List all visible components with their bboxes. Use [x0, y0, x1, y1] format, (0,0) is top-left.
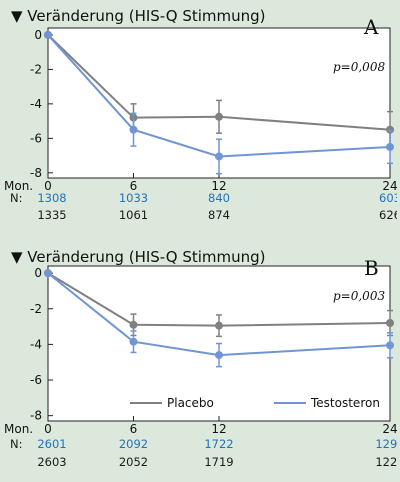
chart-b-y-tick-label: -4 — [30, 337, 42, 351]
chart-a-x-tick-label: 6 — [130, 179, 138, 193]
chart-a-point-placebo — [215, 112, 223, 121]
chart-b-p-value: p=0,003 — [333, 289, 385, 303]
chart-a-y-tick-label: -2 — [30, 62, 42, 76]
chart-a-point-placebo — [386, 125, 394, 134]
chart-a-x-tick-label: 0 — [44, 179, 52, 193]
chart-b-point-testosteron — [129, 337, 138, 346]
chart-b-point-testosteron — [44, 269, 52, 278]
chart-a-series-line-placebo — [47, 34, 391, 131]
chart-b-n-value: 2092 — [119, 437, 148, 451]
chart-a-panel-letter: A — [363, 15, 379, 39]
chart-a-point-testosteron — [129, 125, 138, 134]
chart-b-y-tick-label: -8 — [30, 409, 42, 423]
chart-b-n-value: 2052 — [119, 455, 148, 469]
chart-b-series-line-testosteron — [47, 272, 391, 357]
chart-b-point-placebo — [215, 321, 223, 330]
chart-a-point-testosteron — [44, 30, 52, 39]
chart-a-x-tick-label: 12 — [211, 179, 226, 193]
chart-a-point-testosteron — [215, 152, 223, 161]
chart-a-y-tick-label: -4 — [30, 97, 42, 111]
chart-b-n-value: 1297 — [375, 437, 397, 451]
chart-a-n-value: 840 — [208, 191, 230, 205]
chart-a-y-tick-label: 0 — [34, 28, 42, 42]
chart-b-x-tick-label: 24 — [382, 422, 397, 436]
chart-a-x-prefix-label: Mon. — [4, 179, 33, 193]
chart-a-y-tick-label: -8 — [30, 166, 42, 180]
chart-b-point-placebo — [386, 319, 394, 328]
chart-a-n-value: 1033 — [119, 191, 148, 205]
chart-b-point-testosteron — [386, 341, 394, 350]
chart-b-panel-letter: B — [364, 256, 379, 280]
chart-a-n-value: 626 — [379, 208, 397, 222]
chart-a-p-value: p=0,008 — [333, 60, 385, 74]
chart-a-y-tick-label: -6 — [30, 131, 42, 145]
chart-a-series-line-testosteron — [47, 34, 391, 158]
chart-b-x-tick-label: 12 — [211, 422, 226, 436]
chart-a-title: ▼ Veränderung (HIS-Q Stimmung) — [11, 7, 266, 25]
chart-a-n-value: 1308 — [37, 191, 66, 205]
chart-a-n-value: 874 — [208, 208, 230, 222]
chart-a-point-testosteron — [386, 142, 394, 151]
chart-b-y-tick-label: -6 — [30, 373, 42, 387]
chart-b-x-tick-label: 6 — [130, 422, 138, 436]
chart-a-n-value: 603 — [379, 191, 397, 205]
chart-b-title: ▼ Veränderung (HIS-Q Stimmung) — [11, 248, 266, 266]
chart-b-n-value: 2603 — [37, 455, 66, 469]
chart-b-x-tick-label: 0 — [44, 422, 52, 436]
chart-b-series-line-placebo — [47, 272, 391, 327]
chart-a-n-value: 1061 — [119, 208, 148, 222]
chart-b-n-value: 1719 — [204, 455, 233, 469]
chart-b-svg: ▼ Veränderung (HIS-Q Stimmung) Bp=0,0030-… — [4, 248, 397, 469]
chart-b-y-tick-label: -2 — [30, 302, 42, 316]
chart-b-n-value: 1226 — [375, 455, 397, 469]
chart-b-point-testosteron — [215, 351, 223, 360]
chart-a-x-tick-label: 24 — [382, 179, 397, 193]
chart-a-n-value: 1335 — [37, 208, 66, 222]
chart-b-point-placebo — [129, 320, 138, 329]
chart-a-n-label: N: — [10, 191, 22, 205]
chart-b-y-tick-label: 0 — [34, 266, 42, 280]
chart-b-legend-label-placebo: Placebo — [167, 396, 214, 410]
chart-b-n-value: 2601 — [37, 437, 66, 451]
chart-b-x-prefix-label: Mon. — [4, 422, 33, 436]
chart-b-n-value: 1722 — [204, 437, 233, 451]
chart-a-svg: ▼ Veränderung (HIS-Q Stimmung) Ap=0,0080-… — [4, 7, 397, 222]
chart-b-n-label: N: — [10, 437, 22, 451]
chart-b-legend-label-testosteron: Testosteron — [310, 396, 380, 410]
